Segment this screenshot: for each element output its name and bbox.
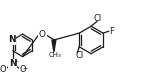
Text: +: + <box>13 59 18 64</box>
Text: N: N <box>8 35 16 44</box>
Text: O: O <box>39 30 46 39</box>
Text: Cl: Cl <box>75 51 83 60</box>
Text: CH₃: CH₃ <box>49 52 61 58</box>
Text: O: O <box>19 65 26 74</box>
Text: O: O <box>0 65 6 74</box>
Text: Cl: Cl <box>94 14 102 23</box>
Text: −: − <box>23 65 28 70</box>
Text: F: F <box>109 27 114 36</box>
Polygon shape <box>52 40 56 52</box>
Text: N: N <box>9 59 17 68</box>
